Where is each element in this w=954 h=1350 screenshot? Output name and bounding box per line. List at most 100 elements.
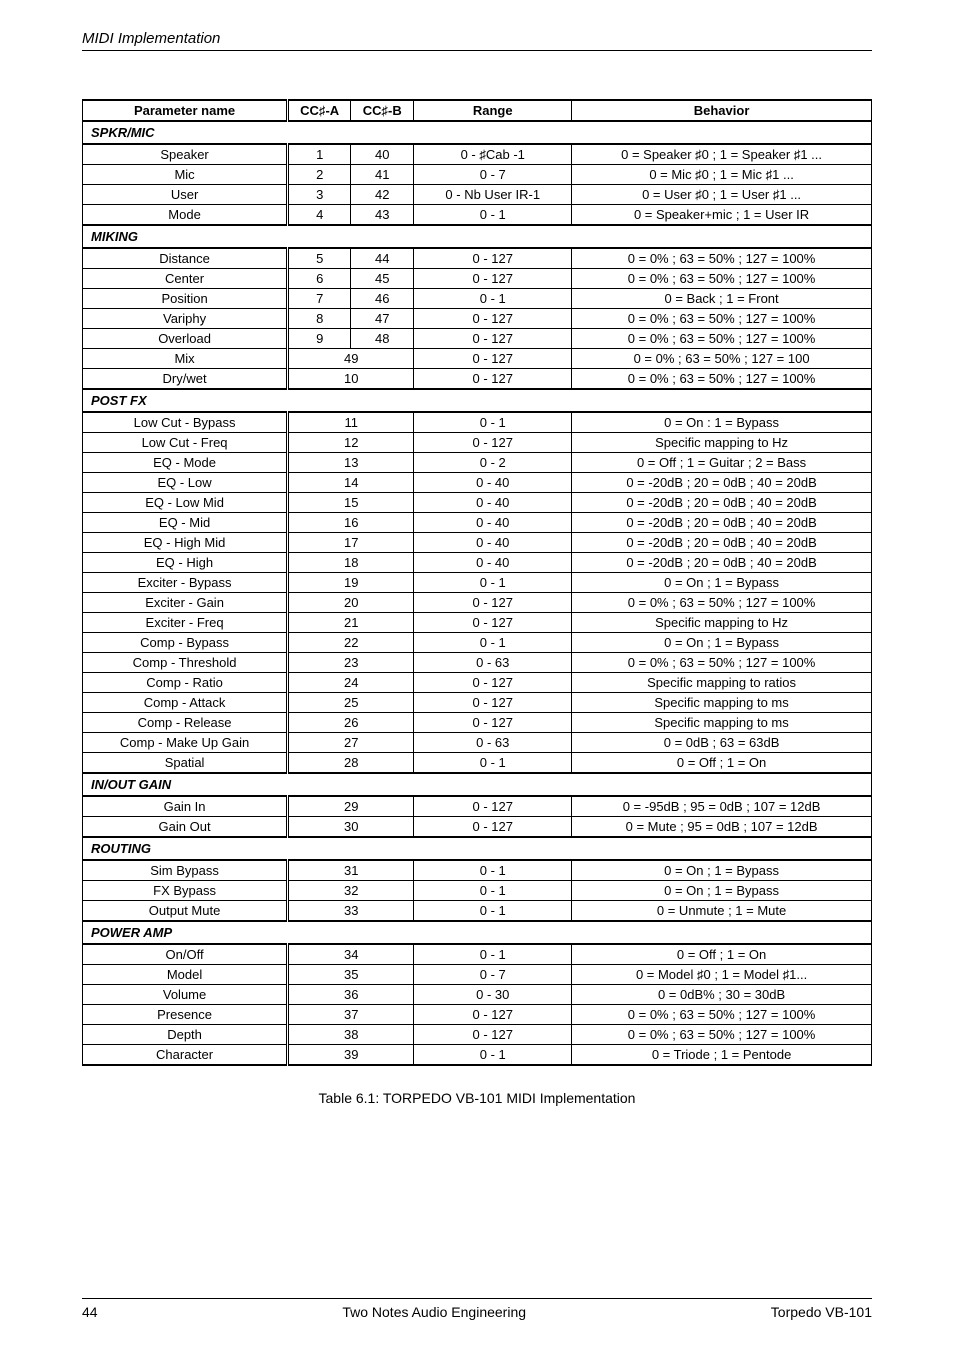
cell-behavior: 0 = Mic ♯0 ; 1 = Mic ♯1 ...: [572, 165, 872, 185]
cell-behavior: 0 = 0% ; 63 = 50% ; 127 = 100%: [572, 248, 872, 269]
cell-cc: 21: [288, 613, 414, 633]
cell-behavior: 0 = Triode ; 1 = Pentode: [572, 1045, 872, 1066]
table-row: Volume360 - 300 = 0dB% ; 30 = 30dB: [83, 985, 872, 1005]
cell-cc: 10: [288, 369, 414, 390]
cell-cc: 26: [288, 713, 414, 733]
cell-parameter-name: Overload: [83, 329, 288, 349]
table-row: Gain Out300 - 1270 = Mute ; 95 = 0dB ; 1…: [83, 817, 872, 838]
table-row: FX Bypass320 - 10 = On ; 1 = Bypass: [83, 881, 872, 901]
midi-table: Parameter name CC♯-A CC♯-B Range Behavio…: [82, 99, 872, 1066]
table-row: Position7460 - 10 = Back ; 1 = Front: [83, 289, 872, 309]
section-title: ROUTING: [83, 837, 872, 860]
cell-range: 0 - 127: [414, 593, 572, 613]
cell-parameter-name: Mix: [83, 349, 288, 369]
table-row: EQ - Low140 - 400 = -20dB ; 20 = 0dB ; 4…: [83, 473, 872, 493]
section-title: POWER AMP: [83, 921, 872, 944]
cell-range: 0 - 127: [414, 349, 572, 369]
cell-cc: 13: [288, 453, 414, 473]
cell-range: 0 - 63: [414, 653, 572, 673]
cell-parameter-name: Comp - Attack: [83, 693, 288, 713]
cell-cc: 30: [288, 817, 414, 838]
cell-behavior: 0 = On : 1 = Bypass: [572, 412, 872, 433]
cell-range: 0 - 127: [414, 269, 572, 289]
cell-cc-a: 6: [288, 269, 351, 289]
cell-range: 0 - 127: [414, 329, 572, 349]
cell-behavior: 0 = 0% ; 63 = 50% ; 127 = 100: [572, 349, 872, 369]
table-row: Mode4430 - 10 = Speaker+mic ; 1 = User I…: [83, 205, 872, 226]
page-footer: 44 Two Notes Audio Engineering Torpedo V…: [82, 1298, 872, 1320]
cell-parameter-name: Gain Out: [83, 817, 288, 838]
cell-range: 0 - 1: [414, 1045, 572, 1066]
table-row: Comp - Release260 - 127Specific mapping …: [83, 713, 872, 733]
cell-parameter-name: Mode: [83, 205, 288, 226]
cell-parameter-name: Comp - Release: [83, 713, 288, 733]
section-header: POST FX: [83, 389, 872, 412]
table-row: Center6450 - 1270 = 0% ; 63 = 50% ; 127 …: [83, 269, 872, 289]
table-row: Character390 - 10 = Triode ; 1 = Pentode: [83, 1045, 872, 1066]
table-row: EQ - Low Mid150 - 400 = -20dB ; 20 = 0dB…: [83, 493, 872, 513]
cell-cc: 11: [288, 412, 414, 433]
cell-cc-a: 2: [288, 165, 351, 185]
cell-cc: 49: [288, 349, 414, 369]
table-row: Output Mute330 - 10 = Unmute ; 1 = Mute: [83, 901, 872, 922]
cell-range: 0 - 7: [414, 965, 572, 985]
cell-parameter-name: Exciter - Freq: [83, 613, 288, 633]
cell-cc-b: 42: [351, 185, 414, 205]
cell-cc-b: 48: [351, 329, 414, 349]
cell-cc: 23: [288, 653, 414, 673]
table-row: Dry/wet100 - 1270 = 0% ; 63 = 50% ; 127 …: [83, 369, 872, 390]
section-header: ROUTING: [83, 837, 872, 860]
cell-parameter-name: Comp - Bypass: [83, 633, 288, 653]
cell-parameter-name: EQ - Low: [83, 473, 288, 493]
cell-range: 0 - 127: [414, 613, 572, 633]
cell-cc: 29: [288, 796, 414, 817]
cell-behavior: 0 = Off ; 1 = Guitar ; 2 = Bass: [572, 453, 872, 473]
cell-cc: 37: [288, 1005, 414, 1025]
cell-cc: 16: [288, 513, 414, 533]
cell-range: 0 - 127: [414, 817, 572, 838]
cell-behavior: 0 = -20dB ; 20 = 0dB ; 40 = 20dB: [572, 533, 872, 553]
cell-parameter-name: EQ - Mode: [83, 453, 288, 473]
cell-cc: 31: [288, 860, 414, 881]
cell-cc-a: 4: [288, 205, 351, 226]
table-row: EQ - High180 - 400 = -20dB ; 20 = 0dB ; …: [83, 553, 872, 573]
table-row: Presence370 - 1270 = 0% ; 63 = 50% ; 127…: [83, 1005, 872, 1025]
cell-parameter-name: Model: [83, 965, 288, 985]
section-header: MIKING: [83, 225, 872, 248]
cell-parameter-name: Low Cut - Freq: [83, 433, 288, 453]
cell-range: 0 - 127: [414, 693, 572, 713]
cell-range: 0 - 30: [414, 985, 572, 1005]
cell-behavior: 0 = Back ; 1 = Front: [572, 289, 872, 309]
cell-cc: 22: [288, 633, 414, 653]
cell-cc: 39: [288, 1045, 414, 1066]
table-row: Model350 - 70 = Model ♯0 ; 1 = Model ♯1.…: [83, 965, 872, 985]
section-title: SPKR/MIC: [83, 121, 872, 144]
cell-range: 0 - 1: [414, 753, 572, 774]
cell-cc: 24: [288, 673, 414, 693]
table-row: Variphy8470 - 1270 = 0% ; 63 = 50% ; 127…: [83, 309, 872, 329]
cell-behavior: 0 = On ; 1 = Bypass: [572, 881, 872, 901]
cell-parameter-name: FX Bypass: [83, 881, 288, 901]
cell-behavior: 0 = 0% ; 63 = 50% ; 127 = 100%: [572, 309, 872, 329]
col-parameter-name: Parameter name: [83, 100, 288, 121]
cell-behavior: 0 = On ; 1 = Bypass: [572, 860, 872, 881]
cell-behavior: 0 = 0dB% ; 30 = 30dB: [572, 985, 872, 1005]
col-cc-b: CC♯-B: [351, 100, 414, 121]
cell-range: 0 - 1: [414, 205, 572, 226]
cell-cc: 18: [288, 553, 414, 573]
cell-behavior: 0 = On ; 1 = Bypass: [572, 573, 872, 593]
section-header: POWER AMP: [83, 921, 872, 944]
cell-behavior: 0 = 0% ; 63 = 50% ; 127 = 100%: [572, 329, 872, 349]
table-row: Sim Bypass310 - 10 = On ; 1 = Bypass: [83, 860, 872, 881]
cell-behavior: Specific mapping to ms: [572, 693, 872, 713]
cell-behavior: Specific mapping to ratios: [572, 673, 872, 693]
table-row: EQ - Mode130 - 20 = Off ; 1 = Guitar ; 2…: [83, 453, 872, 473]
cell-parameter-name: Comp - Threshold: [83, 653, 288, 673]
table-row: Mix490 - 1270 = 0% ; 63 = 50% ; 127 = 10…: [83, 349, 872, 369]
cell-range: 0 - 127: [414, 1005, 572, 1025]
cell-range: 0 - ♯Cab -1: [414, 144, 572, 165]
cell-range: 0 - 1: [414, 860, 572, 881]
cell-cc-a: 9: [288, 329, 351, 349]
cell-range: 0 - 1: [414, 944, 572, 965]
section-header: SPKR/MIC: [83, 121, 872, 144]
